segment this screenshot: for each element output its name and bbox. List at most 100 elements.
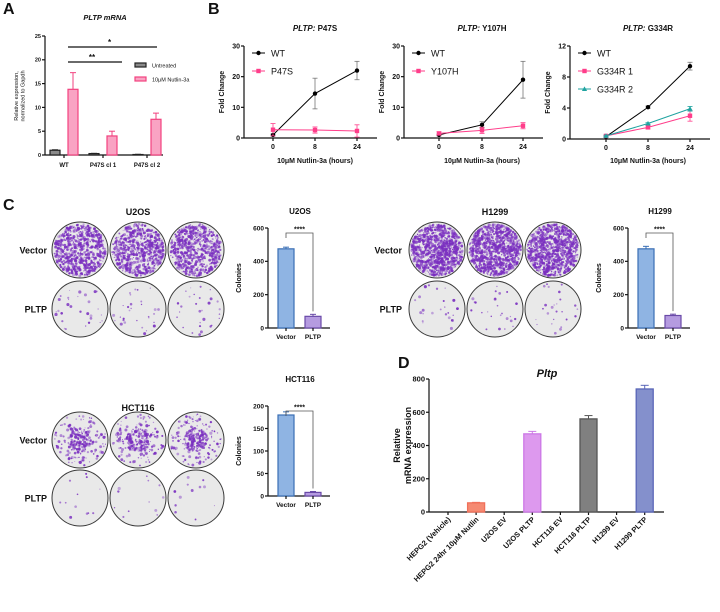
- colony: [141, 263, 146, 267]
- colony: [553, 261, 556, 263]
- colony: [456, 262, 459, 265]
- colony: [69, 226, 71, 229]
- colony: [103, 250, 107, 254]
- colony: [147, 266, 151, 270]
- legend-label: P47S: [271, 67, 293, 77]
- colony: [554, 241, 558, 245]
- colony: [69, 255, 72, 258]
- colony: [480, 235, 483, 237]
- marker-triangle: [645, 120, 651, 126]
- colony: [82, 270, 85, 272]
- colony: [137, 265, 141, 269]
- colony: [127, 229, 129, 231]
- colony: [508, 251, 511, 254]
- colony: [181, 243, 183, 245]
- colony: [60, 239, 63, 242]
- colony: [158, 261, 162, 264]
- colony: [194, 251, 197, 255]
- colony: [552, 237, 557, 241]
- colony: [196, 249, 199, 252]
- colony: [170, 246, 174, 249]
- colony: [100, 314, 103, 316]
- colony: [452, 263, 456, 267]
- colony: [413, 247, 415, 249]
- colony: [537, 232, 539, 234]
- colony: [518, 243, 521, 246]
- colony: [542, 236, 546, 241]
- colony: [74, 231, 76, 233]
- colony: [209, 263, 211, 265]
- x-tick-label: 8: [646, 145, 650, 152]
- colony: [541, 256, 544, 259]
- colony: [128, 266, 132, 269]
- colony: [72, 235, 76, 239]
- colony: [102, 247, 105, 250]
- colony: [564, 265, 566, 267]
- y-tick-label: 20: [35, 58, 41, 64]
- colony: [541, 230, 544, 232]
- colony: [130, 244, 134, 247]
- colony: [441, 259, 445, 263]
- colony: [506, 236, 510, 240]
- colony: [150, 253, 152, 255]
- colony: [444, 256, 447, 258]
- colony: [155, 257, 158, 259]
- colony: [444, 254, 446, 256]
- colony: [218, 255, 221, 258]
- colony: [506, 268, 508, 271]
- colony: [199, 235, 202, 237]
- colony: [153, 308, 157, 311]
- colony: [430, 249, 433, 252]
- plate-row-label: PLTP: [25, 305, 47, 315]
- colony: [61, 233, 65, 237]
- colony: [119, 316, 121, 318]
- colony: [208, 248, 210, 250]
- plate-row-label: Vector: [19, 246, 47, 256]
- colony: [81, 225, 85, 229]
- colony: [101, 263, 103, 265]
- colony: [547, 261, 551, 264]
- colony: [473, 235, 476, 239]
- colony: [132, 269, 134, 271]
- colony: [122, 229, 124, 232]
- colony: [549, 226, 552, 228]
- y-tick-label: 10: [392, 105, 400, 112]
- colony: [146, 250, 148, 253]
- colony: [485, 251, 489, 254]
- significance-label: **: [89, 53, 96, 62]
- colony: [555, 246, 559, 250]
- colony: [67, 296, 70, 299]
- colony: [458, 257, 461, 259]
- colony: [85, 256, 88, 260]
- colony: [59, 241, 63, 246]
- colony: [219, 258, 221, 261]
- colony: [484, 269, 487, 272]
- colony: [86, 228, 89, 231]
- colony: [212, 230, 214, 232]
- marker-square: [256, 68, 261, 74]
- colony: [69, 250, 72, 253]
- colony: [89, 267, 93, 272]
- colony: [443, 245, 445, 247]
- colony: [119, 246, 123, 250]
- colony: [72, 235, 76, 239]
- colony: [169, 250, 173, 254]
- colony: [171, 242, 173, 244]
- colony: [211, 258, 215, 261]
- colony: [213, 242, 216, 245]
- colony: [431, 241, 433, 243]
- colony: [137, 226, 140, 229]
- colony: [422, 260, 425, 263]
- colony: [137, 248, 140, 251]
- colony: [94, 244, 98, 248]
- colony: [526, 250, 529, 252]
- colony: [61, 267, 65, 271]
- colony: [444, 259, 447, 261]
- colony: [193, 264, 195, 267]
- colony: [82, 235, 86, 239]
- colony: [496, 245, 499, 248]
- colony: [574, 254, 578, 257]
- colony: [83, 227, 85, 230]
- colony: [72, 241, 75, 244]
- colony: [550, 251, 552, 253]
